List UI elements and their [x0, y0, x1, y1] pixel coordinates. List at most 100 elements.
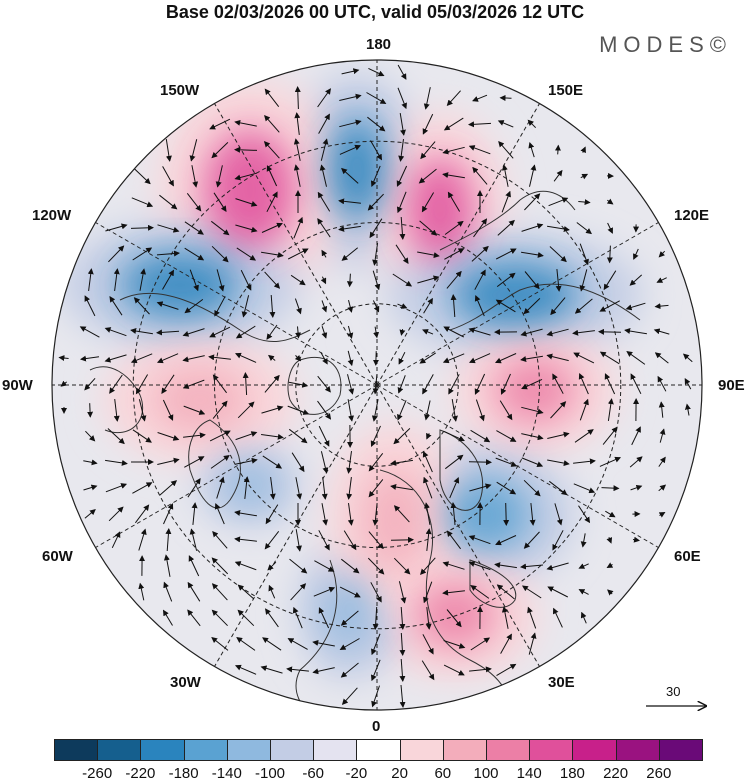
- wind-arrow: [211, 557, 229, 575]
- wind-arrow: [109, 295, 123, 316]
- wind-arrow: [524, 271, 540, 290]
- wind-arrow: [496, 663, 517, 677]
- wind-arrow: [156, 301, 179, 310]
- wind-arrow: [443, 664, 465, 676]
- wind-arrow: [132, 482, 153, 494]
- wind-arrow: [495, 457, 518, 467]
- reference-vector-label: 30: [666, 684, 681, 699]
- wind-arrow: [263, 141, 280, 159]
- wind-arrow: [390, 536, 414, 543]
- wind-arrow: [523, 479, 541, 497]
- wind-arrow: [208, 354, 231, 361]
- anomaly-core-pos-150w: [203, 130, 297, 250]
- wind-arrow: [211, 609, 228, 627]
- wind-arrow: [658, 484, 667, 492]
- wind-arrow: [105, 223, 128, 232]
- wind-arrow: [162, 399, 174, 421]
- wind-arrow: [573, 483, 596, 494]
- wind-arrow: [578, 589, 589, 595]
- wind-arrow: [287, 248, 309, 260]
- modes-logo: MODES©: [599, 32, 732, 57]
- wind-arrow: [550, 297, 566, 316]
- colorbar-segment: [140, 739, 185, 761]
- wind-arrow: [288, 381, 309, 388]
- wind-arrow: [320, 351, 328, 365]
- wind-arrow: [60, 380, 68, 387]
- wind-arrow: [317, 400, 332, 420]
- wind-arrow: [237, 609, 255, 627]
- meridian-line: [95, 222, 378, 386]
- wind-arrow: [633, 248, 639, 260]
- coastlines: [89, 190, 641, 710]
- wind-arrow: [574, 429, 594, 443]
- wind-arrow: [657, 375, 667, 392]
- wind-arrow: [421, 660, 435, 681]
- wind-arrow: [264, 114, 280, 133]
- meridian-line: [376, 384, 659, 548]
- wind-arrow: [603, 270, 617, 291]
- wind-arrow: [367, 557, 385, 575]
- wind-arrow: [418, 168, 437, 184]
- wind-arrow: [294, 354, 302, 362]
- wind-arrow: [520, 355, 543, 362]
- wind-arrow: [393, 557, 411, 575]
- wind-arrow: [212, 374, 228, 394]
- wind-arrow: [370, 140, 383, 161]
- wind-arrow: [606, 198, 614, 205]
- wind-arrow: [235, 457, 258, 465]
- wind-arrow: [547, 586, 569, 598]
- wind-arrow: [498, 140, 514, 159]
- wind-arrow: [290, 274, 306, 286]
- wind-arrow: [266, 191, 278, 213]
- wind-arrow: [80, 355, 100, 362]
- wind-arrow: [372, 243, 379, 266]
- wind-arrow: [340, 610, 359, 626]
- wind-arrow: [442, 561, 465, 570]
- wind-arrow: [320, 276, 327, 285]
- wind-arrow: [606, 537, 613, 544]
- wind-arrow: [341, 68, 360, 75]
- wind-arrow: [234, 510, 257, 517]
- meridian-line: [376, 384, 540, 667]
- wind-arrow: [347, 350, 354, 367]
- wind-arrow: [442, 353, 465, 364]
- wind-arrow: [390, 459, 413, 466]
- colorbar: [54, 739, 703, 763]
- wind-arrow: [599, 351, 620, 365]
- wind-arrow: [269, 294, 276, 318]
- colorbar-tick-label: -180: [168, 765, 199, 782]
- wind-arrow: [399, 658, 406, 682]
- wind-arrow: [607, 398, 614, 421]
- wind-arrow: [442, 589, 465, 596]
- wind-arrow: [495, 248, 517, 260]
- wind-arrow: [399, 328, 406, 336]
- wind-arrow: [521, 251, 544, 258]
- wind-arrow: [367, 116, 386, 132]
- wind-arrow: [425, 528, 432, 551]
- wind-arrow: [184, 456, 205, 468]
- wind-arrow: [496, 272, 516, 288]
- wind-arrow: [339, 638, 360, 651]
- wind-arrow: [397, 400, 407, 421]
- colorbar-segment: [399, 739, 444, 761]
- wind-arrow: [213, 192, 227, 213]
- wind-arrow: [469, 666, 492, 673]
- wind-arrow: [113, 268, 120, 291]
- wind-arrow: [294, 86, 301, 110]
- wind-arrow: [370, 659, 381, 682]
- wind-arrow: [422, 450, 433, 473]
- wind-arrow: [659, 428, 666, 443]
- wind-arrow: [293, 216, 304, 239]
- wind-arrow: [210, 455, 230, 469]
- colorbar-segment: [486, 739, 531, 761]
- colorbar-segment: [529, 739, 574, 761]
- wind-arrow: [578, 372, 589, 395]
- lon-label-150w: 150W: [160, 82, 200, 99]
- wind-arrow: [318, 607, 330, 629]
- wind-arrow: [268, 584, 276, 599]
- wind-arrow: [209, 118, 231, 130]
- wind-arrow: [294, 112, 301, 135]
- wind-arrow: [521, 433, 544, 441]
- wind-arrow: [552, 373, 564, 394]
- wind-arrow: [546, 562, 569, 571]
